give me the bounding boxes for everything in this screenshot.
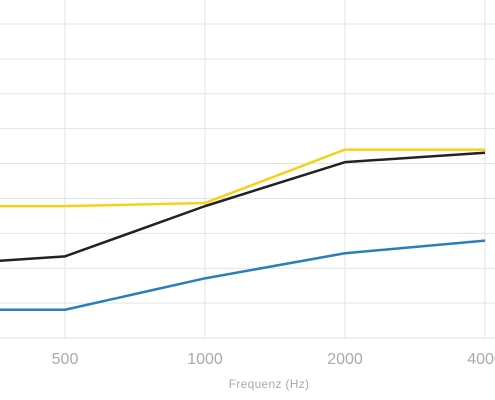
series-lines bbox=[0, 148, 486, 311]
x-tick-label: 1000 bbox=[187, 351, 223, 368]
series-line-3 bbox=[0, 239, 486, 311]
series-line-1 bbox=[0, 148, 485, 208]
series-line-2 bbox=[0, 151, 486, 262]
x-tick-label: 2000 bbox=[327, 351, 363, 368]
grid-lines bbox=[0, 0, 495, 339]
x-tick-labels: 500 1000 2000 4000 bbox=[52, 351, 495, 368]
x-tick-label: 4000 bbox=[467, 351, 495, 368]
x-axis-title: Frequenz (Hz) bbox=[229, 377, 310, 391]
x-tick-label: 500 bbox=[52, 351, 79, 368]
